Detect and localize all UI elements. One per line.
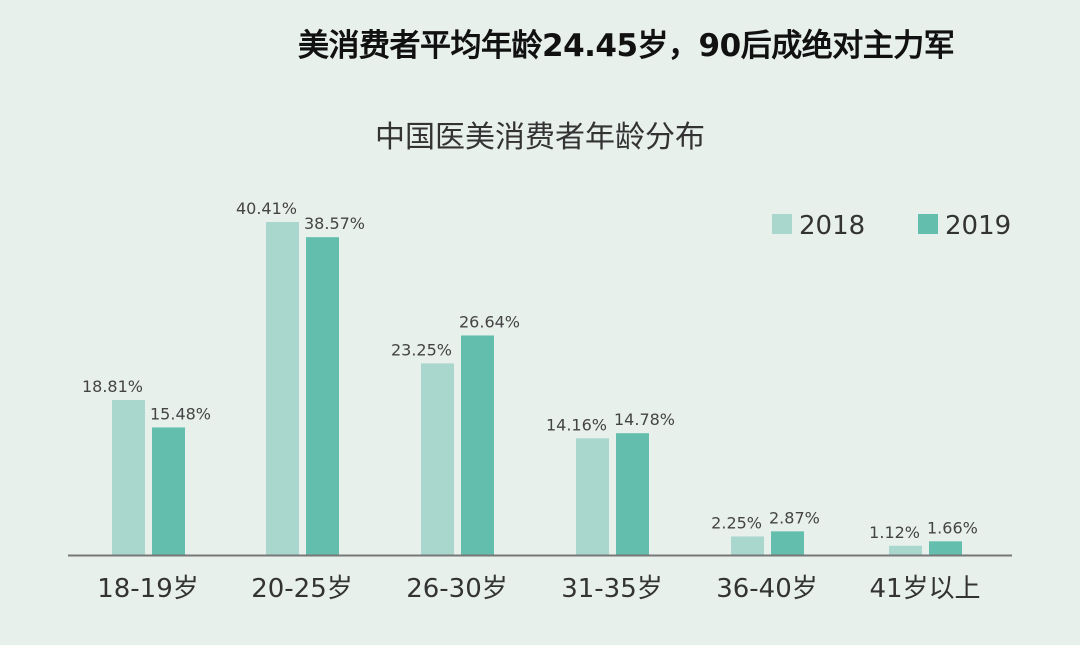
data-label-2019-4: 2.87% (769, 508, 820, 527)
chart-title-text: 中国医美消费者年龄分布 (375, 120, 705, 155)
headline: 美消费者平均年龄24.45岁，90后成绝对主力军 (298, 28, 955, 64)
legend-swatch-2019 (918, 214, 938, 234)
bar-2018-4 (731, 536, 764, 555)
data-label-2018-2: 23.25% (391, 340, 452, 359)
data-label-2018-0: 18.81% (82, 377, 143, 396)
data-label-2019-0: 15.48% (150, 404, 211, 423)
legend-label-2018: 2018 (799, 211, 865, 241)
data-label-2018-1: 40.41% (236, 199, 297, 218)
x-tick-label-3: 31-35岁 (561, 574, 663, 604)
data-label-2019-5: 1.66% (927, 518, 978, 537)
x-tick-label-4: 36-40岁 (716, 574, 818, 604)
bar-2018-3 (576, 438, 609, 555)
x-tick-label-5: 41岁以上 (869, 574, 980, 604)
bar-2019-0 (152, 427, 185, 555)
legend-label-2019: 2019 (945, 211, 1011, 241)
chart-title: 中国医美消费者年龄分布 (0, 112, 1080, 156)
bar-2018-2 (421, 363, 454, 555)
data-label-2018-4: 2.25% (711, 513, 762, 532)
bar-2018-0 (112, 399, 145, 555)
data-label-2019-1: 38.57% (304, 214, 365, 233)
data-label-2019-3: 14.78% (614, 410, 675, 429)
data-label-2018-3: 14.16% (546, 415, 607, 434)
bar-2019-2 (461, 335, 494, 555)
x-tick-label-0: 18-19岁 (97, 574, 199, 604)
bar-2018-5 (889, 545, 922, 555)
legend-swatch-2018 (772, 214, 792, 234)
bar-2019-5 (929, 541, 962, 555)
x-tick-label-1: 20-25岁 (251, 574, 353, 604)
x-tick-label-2: 26-30岁 (406, 574, 508, 604)
data-label-2018-5: 1.12% (869, 523, 920, 542)
bar-2019-1 (306, 237, 339, 555)
bar-2019-3 (616, 433, 649, 555)
data-label-2019-2: 26.64% (459, 312, 520, 331)
bar-2019-4 (771, 531, 804, 555)
bar-2018-1 (266, 222, 299, 555)
